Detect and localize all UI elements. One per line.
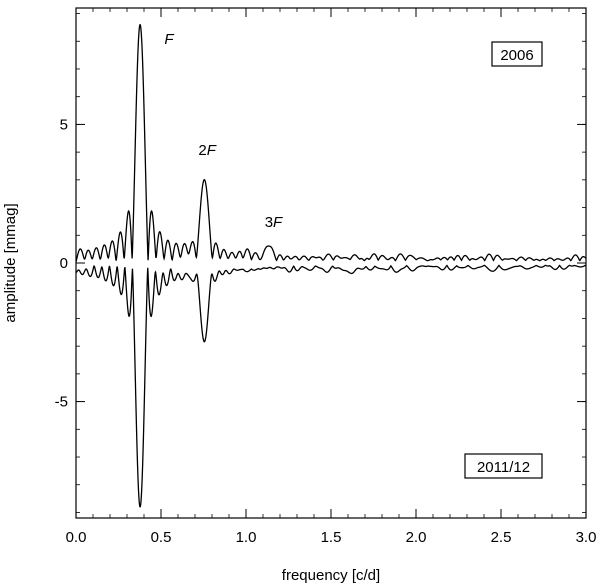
series-line-2011-12 bbox=[75, 264, 587, 508]
x-tick-label: 1.5 bbox=[321, 529, 342, 546]
peak-label-symbol: F bbox=[164, 31, 174, 48]
ticks-layer: 0.0 0.5 1.0 1.5 2.0 2.5 3.0 -5 0 5 bbox=[55, 8, 597, 546]
y-tick-label: -5 bbox=[55, 394, 68, 411]
year-label: 2011/12 bbox=[477, 459, 530, 476]
y-tick-label: 5 bbox=[60, 116, 68, 133]
x-tick-label: 2.5 bbox=[491, 529, 512, 546]
peak-label-multiplier: 2 bbox=[198, 142, 206, 159]
year-label: 2006 bbox=[500, 47, 533, 64]
x-axis-title: frequency [c/d] bbox=[282, 567, 380, 584]
year-box bbox=[491, 41, 543, 67]
y-axis-title: amplitude [mmag] bbox=[2, 203, 19, 322]
curves-layer bbox=[75, 24, 587, 508]
peak-label: 2F bbox=[198, 142, 216, 159]
peak-label-multiplier: 3 bbox=[265, 214, 273, 231]
x-tick-label: 0.0 bbox=[66, 529, 87, 546]
x-tick-label: 2.0 bbox=[406, 529, 427, 546]
peak-label-symbol: F bbox=[273, 214, 283, 231]
x-tick-label: 1.0 bbox=[236, 529, 257, 546]
peak-label: 3F bbox=[265, 214, 283, 231]
x-tick-label: 3.0 bbox=[576, 529, 597, 546]
peak-label-symbol: F bbox=[207, 142, 217, 159]
year-box bbox=[464, 453, 543, 479]
x-tick-label: 0.5 bbox=[151, 529, 172, 546]
peak-label: F bbox=[164, 31, 174, 48]
plot-frame bbox=[75, 7, 587, 519]
series-line-2006 bbox=[75, 24, 587, 262]
y-tick-label: 0 bbox=[60, 255, 68, 272]
